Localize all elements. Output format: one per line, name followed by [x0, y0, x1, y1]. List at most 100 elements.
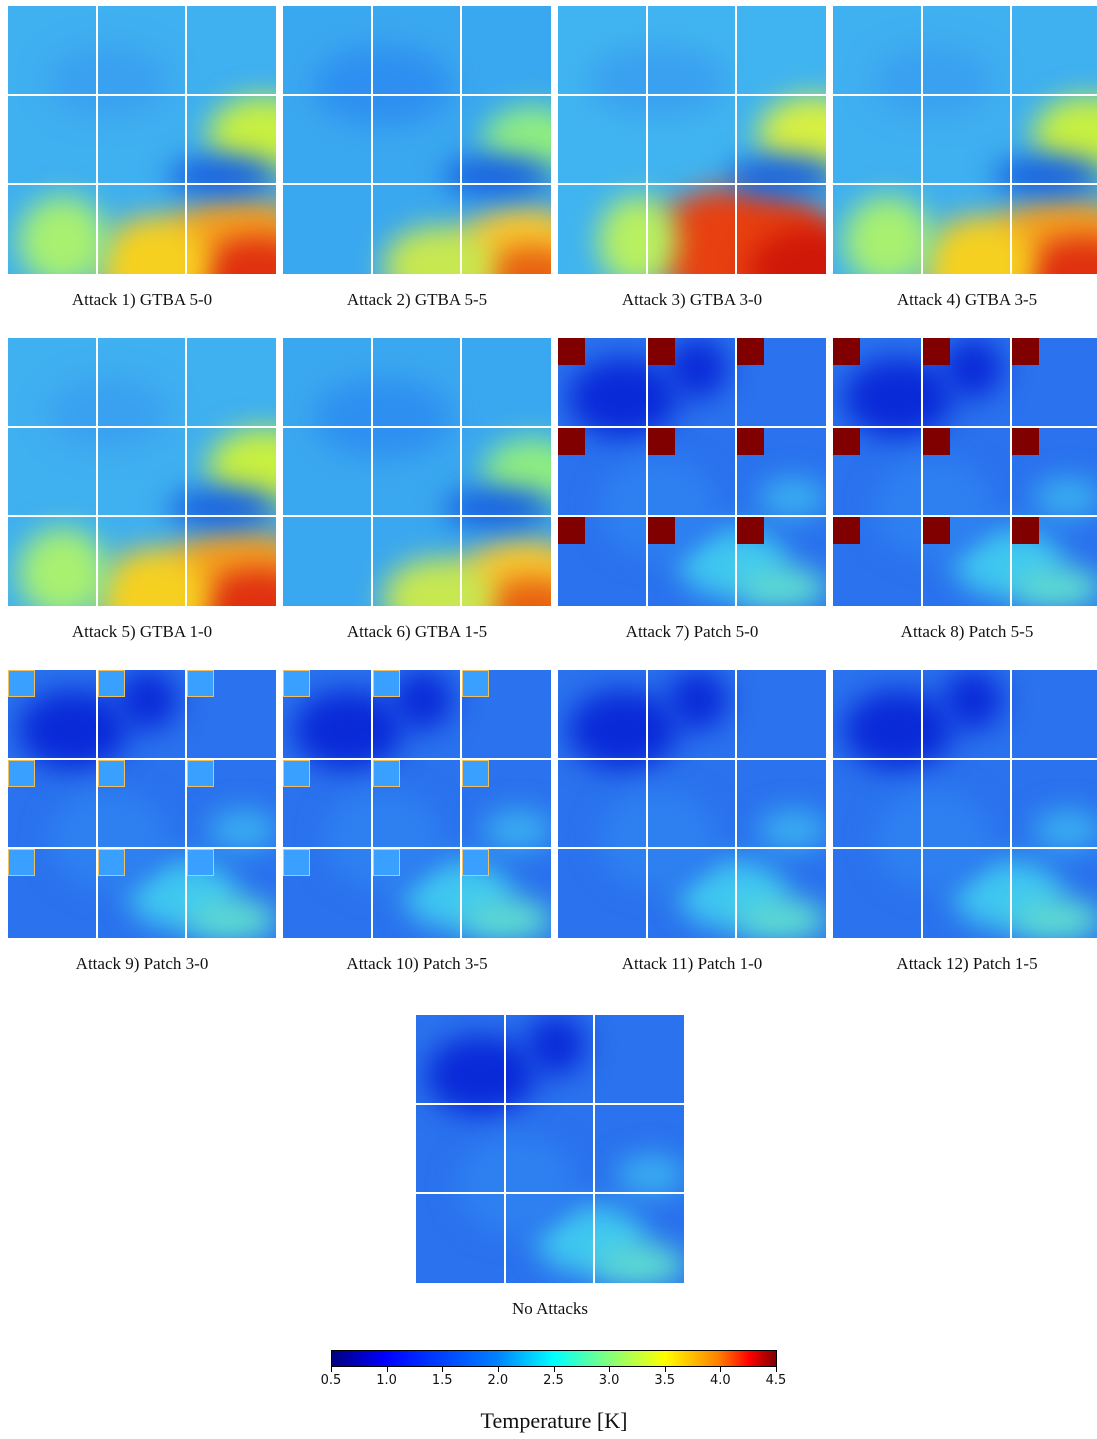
- tile-gridline: [283, 847, 551, 849]
- tile-gridline: [1010, 338, 1012, 606]
- tile-gridline: [735, 670, 737, 938]
- map-region: [588, 46, 728, 116]
- tile-gridline: [921, 6, 923, 274]
- colorbar-tick-label: 2.0: [487, 1373, 509, 1388]
- adversarial-patch: [922, 338, 950, 365]
- adversarial-patch: [1012, 427, 1039, 455]
- panel-caption: Attack 2) GTBA 5-5: [346, 290, 488, 309]
- panel-caption: Attack 4) GTBA 3-5: [896, 290, 1038, 309]
- map-region: [738, 900, 826, 938]
- map-region: [993, 156, 1097, 196]
- map-region: [568, 358, 678, 438]
- map-region: [843, 690, 953, 770]
- map-region: [616, 1155, 684, 1195]
- tile-gridline: [8, 515, 276, 517]
- tile-gridline: [96, 670, 98, 938]
- map-region: [208, 810, 276, 850]
- map-region: [873, 790, 993, 890]
- adversarial-patch: [97, 849, 125, 876]
- map-region: [18, 528, 108, 606]
- tile-gridline: [460, 6, 462, 274]
- map-region: [873, 46, 993, 116]
- tile-gridline: [8, 94, 276, 96]
- adversarial-patch: [558, 338, 585, 365]
- colorbar-tick-mark: [776, 1367, 777, 1372]
- colorbar-ticks: 0.5 1.0 1.5 2.0 2.5 3.0 3.5 4.0 4.5: [321, 1367, 786, 1389]
- colorbar: 0.5 1.0 1.5 2.0 2.5 3.0 3.5 4.0 4.5: [321, 1350, 786, 1389]
- temperature-map: [8, 670, 276, 938]
- map-panel: Attack 7) Patch 5-0: [558, 338, 828, 642]
- tile-gridline: [558, 426, 826, 428]
- adversarial-patch: [283, 670, 310, 697]
- adversarial-patch: [558, 427, 585, 455]
- map-panel: Attack 6) GTBA 1-5: [283, 338, 553, 642]
- map-panel: Attack 8) Patch 5-5: [833, 338, 1097, 642]
- panel-caption: Attack 5) GTBA 1-0: [71, 622, 213, 641]
- adversarial-patch: [462, 670, 489, 697]
- adversarial-patch: [647, 427, 675, 455]
- temperature-map: [558, 670, 826, 938]
- map-panel: No Attacks: [416, 1015, 686, 1319]
- tile-gridline: [185, 6, 187, 274]
- panel-caption: Attack 9) Patch 3-0: [75, 954, 209, 973]
- map-panel: Attack 3) GTBA 3-0: [558, 6, 828, 310]
- tile-gridline: [8, 426, 276, 428]
- tile-gridline: [1010, 670, 1012, 938]
- temperature-map: [8, 338, 276, 606]
- colorbar-tick-mark: [442, 1367, 444, 1372]
- tile-gridline: [558, 515, 826, 517]
- temperature-map: [416, 1015, 684, 1283]
- panel-caption: Attack 7) Patch 5-0: [625, 622, 759, 641]
- map-region: [943, 338, 1003, 398]
- tile-gridline: [371, 338, 373, 606]
- adversarial-patch: [372, 759, 400, 787]
- adversarial-patch: [833, 517, 860, 544]
- map-panel: Attack 10) Patch 3-5: [283, 670, 553, 974]
- tile-gridline: [833, 847, 1097, 849]
- adversarial-patch: [8, 670, 35, 697]
- tile-gridline: [283, 183, 551, 185]
- map-panel: Attack 5) GTBA 1-0: [8, 338, 278, 642]
- map-region: [758, 810, 826, 850]
- map-region: [568, 690, 678, 770]
- map-region: [1013, 900, 1097, 938]
- adversarial-patch: [922, 517, 950, 544]
- tile-gridline: [735, 338, 737, 606]
- tile-gridline: [593, 1015, 595, 1283]
- tile-gridline: [460, 338, 462, 606]
- adversarial-patch: [1012, 517, 1039, 544]
- tile-gridline: [8, 183, 276, 185]
- map-region: [1013, 568, 1097, 606]
- map-region: [1033, 478, 1097, 518]
- tile-gridline: [735, 6, 737, 274]
- tile-gridline: [504, 1015, 506, 1283]
- adversarial-patch: [462, 759, 489, 787]
- temperature-map: [283, 670, 551, 938]
- tile-gridline: [416, 1103, 684, 1105]
- adversarial-patch: [737, 427, 764, 455]
- temperature-map: [558, 338, 826, 606]
- adversarial-patch: [833, 338, 860, 365]
- map-region: [313, 46, 453, 126]
- temperature-map: [558, 6, 826, 274]
- map-region: [456, 1135, 576, 1235]
- temperature-map: [283, 6, 551, 274]
- map-region: [943, 670, 1003, 730]
- tile-gridline: [283, 426, 551, 428]
- map-region: [668, 338, 728, 398]
- adversarial-patch: [283, 759, 310, 787]
- colorbar-tick-label: 1.0: [376, 1373, 397, 1388]
- colorbar-tick-mark: [386, 1367, 388, 1372]
- map-region: [598, 196, 678, 274]
- adversarial-patch: [647, 517, 675, 544]
- adversarial-patch: [187, 849, 214, 876]
- temperature-map: [833, 338, 1097, 606]
- tile-gridline: [558, 94, 826, 96]
- colorbar-gradient: [331, 1350, 777, 1367]
- tile-gridline: [833, 515, 1097, 517]
- temperature-map: [833, 6, 1097, 274]
- map-panel: Attack 11) Patch 1-0: [558, 670, 828, 974]
- map-region: [313, 378, 453, 458]
- adversarial-patch: [97, 670, 125, 697]
- adversarial-patch: [737, 517, 764, 544]
